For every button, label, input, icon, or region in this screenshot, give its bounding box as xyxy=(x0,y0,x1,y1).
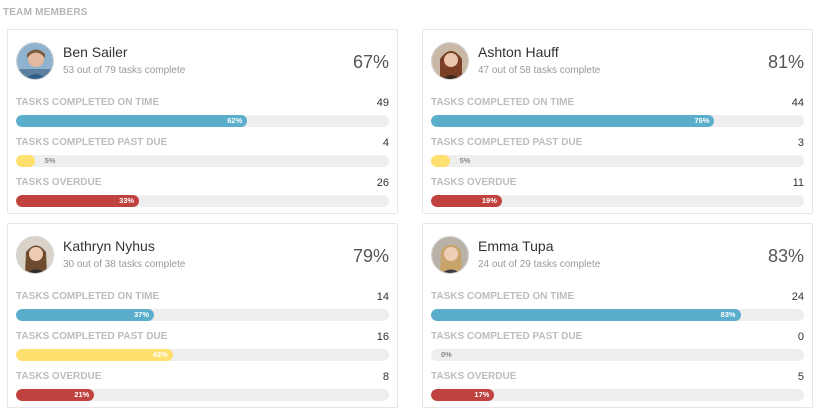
avatar xyxy=(431,236,469,274)
progress-percent-label: 42% xyxy=(152,350,168,359)
avatar xyxy=(431,42,469,80)
metric-label: TASKS COMPLETED PAST DUE xyxy=(431,137,583,148)
metric-count: 14 xyxy=(376,291,389,303)
metric-count: 26 xyxy=(376,177,389,189)
tasks-summary: 24 out of 29 tasks complete xyxy=(478,259,601,270)
metric-label: TASKS COMPLETED ON TIME xyxy=(16,97,160,108)
avatar xyxy=(16,42,54,80)
metric-label: TASKS COMPLETED PAST DUE xyxy=(16,331,168,342)
progress-track: 17% xyxy=(431,389,804,401)
avatar xyxy=(16,236,54,274)
progress-fill xyxy=(16,115,248,127)
metric-on-time: TASKS COMPLETED ON TIME 14 37% xyxy=(16,290,389,324)
progress-percent-label: 21% xyxy=(74,390,90,399)
metric-label: TASKS COMPLETED PAST DUE xyxy=(16,137,168,148)
metric-label: TASKS OVERDUE xyxy=(16,371,102,382)
metric-overdue: TASKS OVERDUE 26 33% xyxy=(16,176,389,210)
progress-track: 37% xyxy=(16,309,389,321)
metric-count: 4 xyxy=(382,137,389,149)
progress-percent-label: 19% xyxy=(481,196,497,205)
member-name: Ashton Hauff xyxy=(478,44,559,60)
member-card[interactable]: Ashton Hauff 47 out of 58 tasks complete… xyxy=(422,29,813,214)
member-name: Emma Tupa xyxy=(478,238,554,254)
progress-percent-label: 17% xyxy=(474,390,490,399)
metric-past-due: TASKS COMPLETED PAST DUE 3 5% xyxy=(431,136,804,170)
progress-track: 76% xyxy=(431,115,804,127)
progress-percent-label: 0% xyxy=(441,350,452,359)
progress-percent-label: 37% xyxy=(134,310,150,319)
progress-percent-label: 5% xyxy=(44,156,56,165)
progress-fill xyxy=(16,155,35,167)
metric-label: TASKS COMPLETED ON TIME xyxy=(431,291,575,302)
progress-fill xyxy=(431,389,495,401)
metric-on-time: TASKS COMPLETED ON TIME 49 62% xyxy=(16,96,389,130)
progress-fill xyxy=(431,309,741,321)
metric-count: 16 xyxy=(376,331,389,343)
progress-fill xyxy=(431,195,502,207)
metric-label: TASKS OVERDUE xyxy=(431,177,517,188)
metric-count: 11 xyxy=(792,177,804,189)
metric-overdue: TASKS OVERDUE 8 21% xyxy=(16,370,389,404)
progress-track: 5% xyxy=(16,155,389,167)
metric-overdue: TASKS OVERDUE 5 17% xyxy=(431,370,804,404)
progress-track: 42% xyxy=(16,349,389,361)
metric-overdue: TASKS OVERDUE 11 19% xyxy=(431,176,804,210)
metric-label: TASKS COMPLETED PAST DUE xyxy=(431,331,583,342)
progress-track: 21% xyxy=(16,389,389,401)
progress-percent-label: 5% xyxy=(459,156,471,165)
metric-count: 8 xyxy=(382,371,389,383)
member-card[interactable]: Kathryn Nyhus 30 out of 38 tasks complet… xyxy=(7,223,398,408)
metric-past-due: TASKS COMPLETED PAST DUE 16 42% xyxy=(16,330,389,364)
progress-track: 83% xyxy=(431,309,804,321)
progress-track: 62% xyxy=(16,115,389,127)
member-card[interactable]: Ben Sailer 53 out of 79 tasks complete 6… xyxy=(7,29,398,214)
metric-past-due: TASKS COMPLETED PAST DUE 4 5% xyxy=(16,136,389,170)
metric-count: 49 xyxy=(376,97,389,109)
progress-percent-label: 33% xyxy=(119,196,135,205)
metric-count: 44 xyxy=(791,97,804,109)
progress-track: 0% xyxy=(431,349,804,361)
metric-label: TASKS OVERDUE xyxy=(431,371,517,382)
metric-count: 24 xyxy=(791,291,804,303)
progress-fill xyxy=(431,115,715,127)
metric-label: TASKS COMPLETED ON TIME xyxy=(16,291,160,302)
progress-track: 5% xyxy=(431,155,804,167)
metric-label: TASKS OVERDUE xyxy=(16,177,102,188)
progress-fill xyxy=(16,389,95,401)
section-title: TEAM MEMBERS xyxy=(3,7,88,18)
metric-on-time: TASKS COMPLETED ON TIME 24 83% xyxy=(431,290,804,324)
progress-fill xyxy=(16,349,173,361)
completion-percent: 67% xyxy=(352,52,389,72)
metric-count: 0 xyxy=(797,331,804,343)
progress-fill xyxy=(16,309,154,321)
tasks-summary: 30 out of 38 tasks complete xyxy=(63,259,186,270)
tasks-summary: 53 out of 79 tasks complete xyxy=(63,65,186,76)
progress-percent-label: 76% xyxy=(694,116,710,125)
member-name: Ben Sailer xyxy=(63,44,128,60)
progress-fill xyxy=(431,155,450,167)
metric-count: 5 xyxy=(797,371,804,383)
tasks-summary: 47 out of 58 tasks complete xyxy=(478,65,601,76)
metric-count: 3 xyxy=(797,137,804,149)
completion-percent: 81% xyxy=(767,52,804,72)
metric-label: TASKS COMPLETED ON TIME xyxy=(431,97,575,108)
progress-track: 19% xyxy=(431,195,804,207)
metric-on-time: TASKS COMPLETED ON TIME 44 76% xyxy=(431,96,804,130)
progress-track: 33% xyxy=(16,195,389,207)
progress-fill xyxy=(16,195,140,207)
progress-percent-label: 62% xyxy=(227,116,243,125)
progress-percent-label: 83% xyxy=(720,310,736,319)
member-card[interactable]: Emma Tupa 24 out of 29 tasks complete 83… xyxy=(422,223,813,408)
member-name: Kathryn Nyhus xyxy=(63,238,155,254)
completion-percent: 79% xyxy=(352,246,389,266)
metric-past-due: TASKS COMPLETED PAST DUE 0 0% xyxy=(431,330,804,364)
completion-percent: 83% xyxy=(767,246,804,266)
